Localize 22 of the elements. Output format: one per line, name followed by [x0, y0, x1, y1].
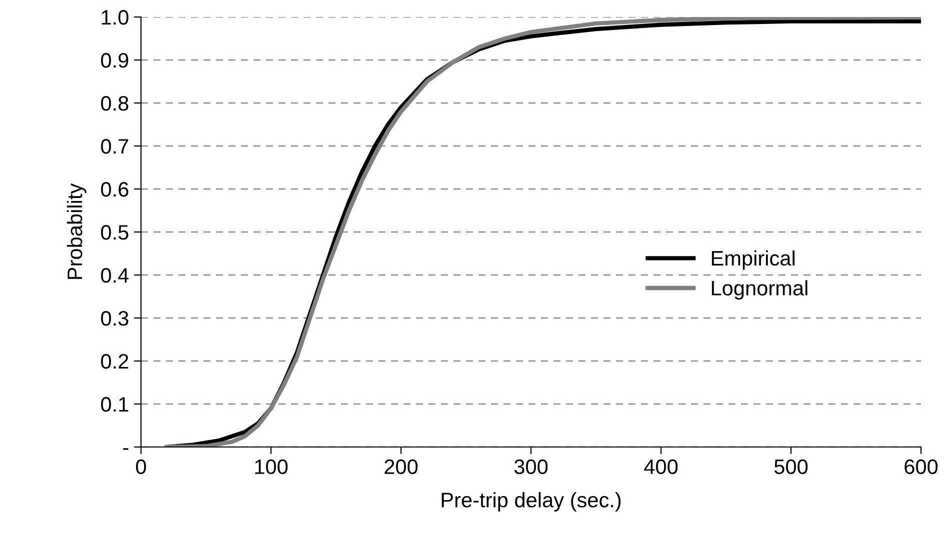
x-tick-label: 200 [384, 459, 418, 474]
y-tick-label: 0.6 [101, 182, 128, 197]
x-tick-label: 400 [644, 459, 678, 474]
x-tick-label: 600 [904, 459, 938, 474]
y-tick-label: 0.4 [101, 268, 129, 283]
y-tick-label: 0.3 [101, 311, 128, 326]
x-tick-label: 300 [514, 459, 548, 474]
x-tick-label: 0 [136, 459, 146, 474]
y-tick-label: 0.1 [101, 397, 128, 412]
y-tick-label: 1.0 [102, 10, 128, 25]
y-tick-label: 0.8 [101, 96, 128, 111]
x-tick-label: 500 [774, 459, 808, 474]
y-tick-label: 0.5 [101, 225, 128, 240]
legend-label: Lognormal [712, 280, 808, 300]
y-axis-title: Probability [66, 183, 86, 279]
y-tick-label: 0.7 [101, 139, 128, 154]
y-tick-label: 0.9 [101, 53, 128, 68]
y-tick-label: - [123, 448, 128, 450]
x-axis-title: Pre-trip delay (sec.) [442, 492, 621, 512]
x-tick-label: 100 [255, 459, 288, 474]
legend-label: Empirical [712, 250, 794, 270]
y-tick-label: 0.2 [101, 354, 128, 369]
